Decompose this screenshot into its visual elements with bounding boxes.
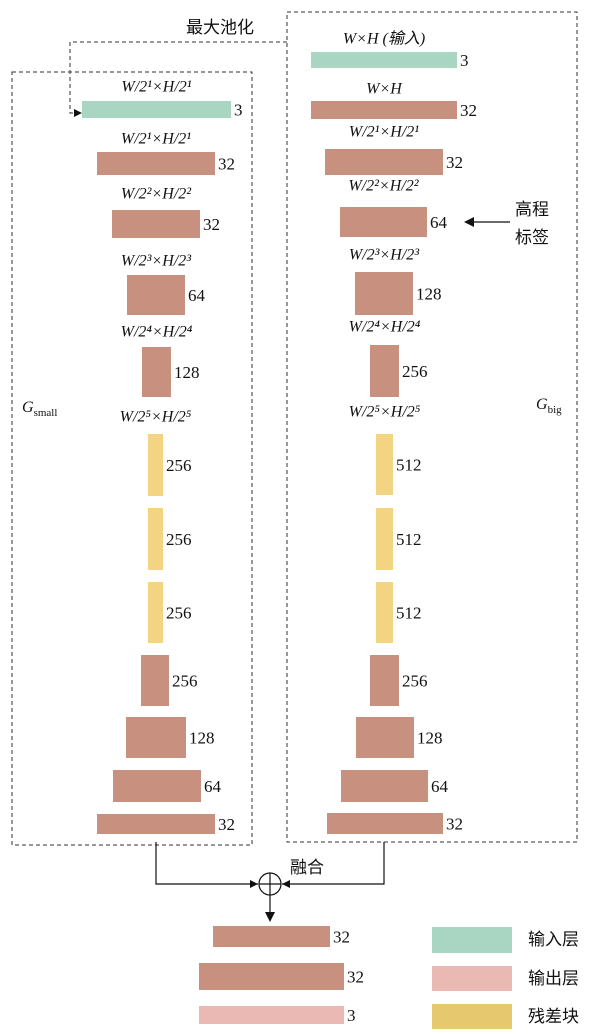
channel-count: 32 xyxy=(218,815,235,834)
legend-swatch xyxy=(432,1004,512,1029)
layer xyxy=(376,508,393,570)
layer-size: W/2⁴×H/2⁴ xyxy=(121,324,193,341)
layer xyxy=(148,434,163,496)
pool-arrow xyxy=(69,41,287,114)
merge-line xyxy=(155,842,258,885)
channel-count: 256 xyxy=(166,456,192,475)
layer xyxy=(148,508,163,570)
channel-count: 128 xyxy=(174,363,200,382)
merge-arrowheads xyxy=(250,880,290,888)
elevation-arrowhead xyxy=(464,217,474,227)
legend-swatch xyxy=(432,966,512,991)
channel-count: 32 xyxy=(218,154,235,173)
channel-count: 512 xyxy=(396,603,422,622)
layer xyxy=(148,582,163,643)
pool-label: 最大池化 xyxy=(186,18,254,38)
small-branch-box xyxy=(11,71,253,846)
channel-count: 128 xyxy=(417,728,443,747)
pool-arrowhead xyxy=(74,109,82,117)
channel-count: 256 xyxy=(166,530,192,549)
channel-count: 32 xyxy=(203,215,220,234)
legend-label: 输出层 xyxy=(528,969,579,989)
layer xyxy=(376,434,393,495)
channel-count: 256 xyxy=(166,603,192,622)
layer xyxy=(376,582,393,643)
channel-count: 3 xyxy=(460,51,469,70)
layer xyxy=(82,101,231,118)
channel-count: 32 xyxy=(460,101,477,120)
channel-count: 512 xyxy=(396,455,422,474)
layer xyxy=(199,1006,344,1024)
layer xyxy=(213,926,330,947)
layer xyxy=(341,770,428,802)
layer-size: W/2⁴×H/2⁴ xyxy=(349,319,421,336)
layer xyxy=(141,655,169,706)
layer xyxy=(356,717,414,758)
layer-size: W/2³×H/2³ xyxy=(349,247,419,264)
channel-count: 3 xyxy=(234,100,243,119)
big-branch-box xyxy=(286,11,578,843)
g-big: Gbig xyxy=(536,396,562,416)
channel-count: 512 xyxy=(396,530,422,549)
channel-count: 256 xyxy=(402,671,428,690)
merge-arrowhead xyxy=(265,912,275,922)
layer xyxy=(327,813,443,834)
layer-size: W×H xyxy=(366,81,403,98)
g-small: Gsmall xyxy=(22,399,57,419)
layer xyxy=(311,101,457,119)
layer xyxy=(97,814,215,834)
layer-size: W/2¹×H/2¹ xyxy=(121,131,191,148)
channel-count: 32 xyxy=(333,927,350,946)
layer xyxy=(199,963,344,990)
legend-swatch xyxy=(432,927,512,953)
channel-count: 3 xyxy=(347,1006,356,1025)
layer xyxy=(127,275,185,315)
layer xyxy=(370,655,399,706)
channel-count: 64 xyxy=(431,777,449,796)
layer xyxy=(340,207,427,237)
layer xyxy=(311,52,457,68)
channel-count: 128 xyxy=(189,728,215,747)
merge-line xyxy=(282,842,385,885)
layer xyxy=(113,770,201,802)
layer xyxy=(126,717,186,758)
channel-count: 32 xyxy=(446,153,463,172)
layer-size: W/2⁵×H/2⁵ xyxy=(120,409,192,426)
elevation-label: 标签 xyxy=(515,228,549,248)
legend-label: 输入层 xyxy=(528,930,579,950)
layer-size: W/2²×H/2² xyxy=(121,186,192,203)
layer-size: W×H (输入) xyxy=(343,30,425,48)
legend-label: 残差块 xyxy=(528,1007,579,1027)
layer-size: W/2¹×H/2¹ xyxy=(349,124,419,141)
layer xyxy=(370,345,399,397)
channel-count: 128 xyxy=(416,284,442,303)
layer xyxy=(142,347,171,397)
layer-size: W/2²×H/2² xyxy=(348,178,419,195)
channel-count: 64 xyxy=(188,286,206,305)
layer xyxy=(112,210,200,238)
channel-count: 256 xyxy=(172,671,198,690)
layer-size: W/2¹×H/2¹ xyxy=(121,79,191,96)
elevation-label: 高程 xyxy=(515,200,549,220)
channel-count: 64 xyxy=(204,777,222,796)
channel-count: 32 xyxy=(347,967,364,986)
layer xyxy=(325,149,443,175)
layer xyxy=(355,272,413,315)
layer-size: W/2⁵×H/2⁵ xyxy=(349,404,421,421)
channel-count: 256 xyxy=(402,362,428,381)
merge-label: 融合 xyxy=(290,858,324,878)
layer xyxy=(97,152,215,175)
channel-count: 32 xyxy=(446,814,463,833)
layer-size: W/2³×H/2³ xyxy=(121,253,191,270)
channel-count: 64 xyxy=(430,213,448,232)
